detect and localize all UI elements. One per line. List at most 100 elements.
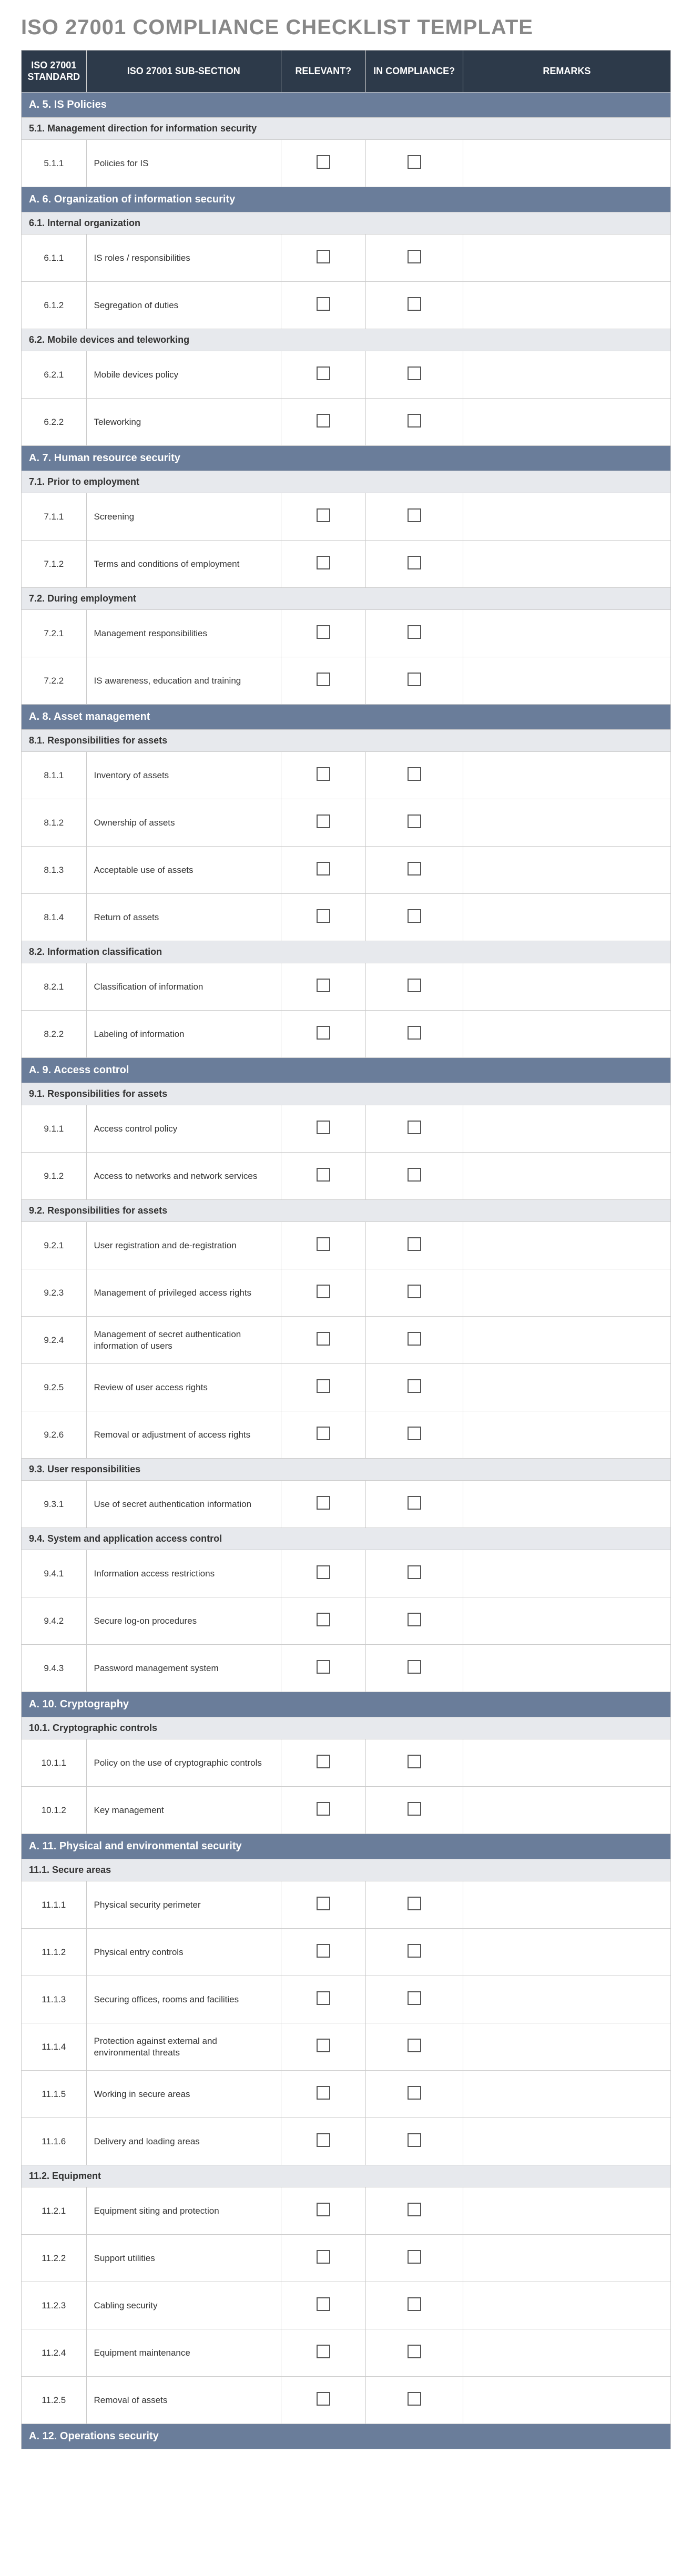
cell-remarks[interactable] xyxy=(463,1976,670,2023)
cell-remarks[interactable] xyxy=(463,752,670,799)
checkbox-relevant[interactable] xyxy=(317,2345,330,2358)
checkbox-relevant[interactable] xyxy=(317,556,330,569)
checkbox-relevant[interactable] xyxy=(317,2039,330,2052)
checkbox-compliance[interactable] xyxy=(408,1379,421,1393)
checkbox-compliance[interactable] xyxy=(408,1026,421,1040)
checkbox-relevant[interactable] xyxy=(317,2297,330,2311)
checkbox-compliance[interactable] xyxy=(408,2039,421,2052)
checkbox-relevant[interactable] xyxy=(317,2392,330,2406)
checkbox-compliance[interactable] xyxy=(408,767,421,781)
checkbox-compliance[interactable] xyxy=(408,1496,421,1510)
cell-remarks[interactable] xyxy=(463,1411,670,1459)
checkbox-compliance[interactable] xyxy=(408,2345,421,2358)
checkbox-compliance[interactable] xyxy=(408,625,421,639)
checkbox-compliance[interactable] xyxy=(408,2203,421,2216)
checkbox-compliance[interactable] xyxy=(408,1121,421,1134)
checkbox-compliance[interactable] xyxy=(408,556,421,569)
checkbox-relevant[interactable] xyxy=(317,909,330,923)
cell-remarks[interactable] xyxy=(463,1222,670,1269)
checkbox-compliance[interactable] xyxy=(408,366,421,380)
checkbox-compliance[interactable] xyxy=(408,2250,421,2264)
checkbox-relevant[interactable] xyxy=(317,2086,330,2100)
checkbox-compliance[interactable] xyxy=(408,2392,421,2406)
checkbox-relevant[interactable] xyxy=(317,155,330,169)
checkbox-compliance[interactable] xyxy=(408,862,421,875)
cell-remarks[interactable] xyxy=(463,2187,670,2235)
checkbox-relevant[interactable] xyxy=(317,1613,330,1626)
checkbox-compliance[interactable] xyxy=(408,909,421,923)
checkbox-compliance[interactable] xyxy=(408,1944,421,1958)
cell-remarks[interactable] xyxy=(463,351,670,399)
checkbox-compliance[interactable] xyxy=(408,1660,421,1674)
cell-remarks[interactable] xyxy=(463,1011,670,1058)
cell-remarks[interactable] xyxy=(463,610,670,657)
cell-remarks[interactable] xyxy=(463,140,670,187)
checkbox-relevant[interactable] xyxy=(317,979,330,992)
cell-remarks[interactable] xyxy=(463,1269,670,1317)
checkbox-compliance[interactable] xyxy=(408,155,421,169)
checkbox-compliance[interactable] xyxy=(408,2297,421,2311)
checkbox-relevant[interactable] xyxy=(317,508,330,522)
cell-remarks[interactable] xyxy=(463,282,670,329)
cell-remarks[interactable] xyxy=(463,2071,670,2118)
checkbox-compliance[interactable] xyxy=(408,250,421,263)
cell-remarks[interactable] xyxy=(463,657,670,705)
checkbox-compliance[interactable] xyxy=(408,1802,421,1816)
cell-remarks[interactable] xyxy=(463,1787,670,1834)
cell-remarks[interactable] xyxy=(463,847,670,894)
cell-remarks[interactable] xyxy=(463,2329,670,2377)
cell-remarks[interactable] xyxy=(463,1317,670,1364)
checkbox-compliance[interactable] xyxy=(408,1285,421,1298)
checkbox-compliance[interactable] xyxy=(408,1755,421,1768)
checkbox-compliance[interactable] xyxy=(408,814,421,828)
checkbox-relevant[interactable] xyxy=(317,1565,330,1579)
checkbox-relevant[interactable] xyxy=(317,814,330,828)
checkbox-relevant[interactable] xyxy=(317,1379,330,1393)
cell-remarks[interactable] xyxy=(463,1929,670,1976)
checkbox-relevant[interactable] xyxy=(317,2133,330,2147)
checkbox-compliance[interactable] xyxy=(408,1565,421,1579)
cell-remarks[interactable] xyxy=(463,1645,670,1692)
cell-remarks[interactable] xyxy=(463,2235,670,2282)
checkbox-relevant[interactable] xyxy=(317,1496,330,1510)
checkbox-relevant[interactable] xyxy=(317,2203,330,2216)
checkbox-compliance[interactable] xyxy=(408,1237,421,1251)
cell-remarks[interactable] xyxy=(463,2023,670,2071)
checkbox-compliance[interactable] xyxy=(408,1991,421,2005)
cell-remarks[interactable] xyxy=(463,2377,670,2424)
checkbox-relevant[interactable] xyxy=(317,2250,330,2264)
cell-remarks[interactable] xyxy=(463,1153,670,1200)
checkbox-compliance[interactable] xyxy=(408,1613,421,1626)
checkbox-relevant[interactable] xyxy=(317,1026,330,1040)
checkbox-compliance[interactable] xyxy=(408,2086,421,2100)
checkbox-relevant[interactable] xyxy=(317,1802,330,1816)
checkbox-compliance[interactable] xyxy=(408,2133,421,2147)
checkbox-relevant[interactable] xyxy=(317,1944,330,1958)
checkbox-compliance[interactable] xyxy=(408,979,421,992)
checkbox-relevant[interactable] xyxy=(317,1755,330,1768)
checkbox-relevant[interactable] xyxy=(317,862,330,875)
checkbox-relevant[interactable] xyxy=(317,767,330,781)
checkbox-compliance[interactable] xyxy=(408,1332,421,1346)
checkbox-relevant[interactable] xyxy=(317,1285,330,1298)
cell-remarks[interactable] xyxy=(463,1597,670,1645)
cell-remarks[interactable] xyxy=(463,1105,670,1153)
checkbox-compliance[interactable] xyxy=(408,1168,421,1182)
cell-remarks[interactable] xyxy=(463,1550,670,1597)
cell-remarks[interactable] xyxy=(463,2118,670,2165)
checkbox-relevant[interactable] xyxy=(317,1897,330,1910)
checkbox-relevant[interactable] xyxy=(317,1660,330,1674)
checkbox-relevant[interactable] xyxy=(317,1237,330,1251)
cell-remarks[interactable] xyxy=(463,894,670,941)
cell-remarks[interactable] xyxy=(463,1881,670,1929)
checkbox-compliance[interactable] xyxy=(408,1897,421,1910)
checkbox-relevant[interactable] xyxy=(317,250,330,263)
cell-remarks[interactable] xyxy=(463,2282,670,2329)
checkbox-relevant[interactable] xyxy=(317,1121,330,1134)
checkbox-relevant[interactable] xyxy=(317,414,330,427)
cell-remarks[interactable] xyxy=(463,1364,670,1411)
checkbox-relevant[interactable] xyxy=(317,1991,330,2005)
cell-remarks[interactable] xyxy=(463,399,670,446)
checkbox-relevant[interactable] xyxy=(317,1168,330,1182)
checkbox-relevant[interactable] xyxy=(317,1427,330,1440)
